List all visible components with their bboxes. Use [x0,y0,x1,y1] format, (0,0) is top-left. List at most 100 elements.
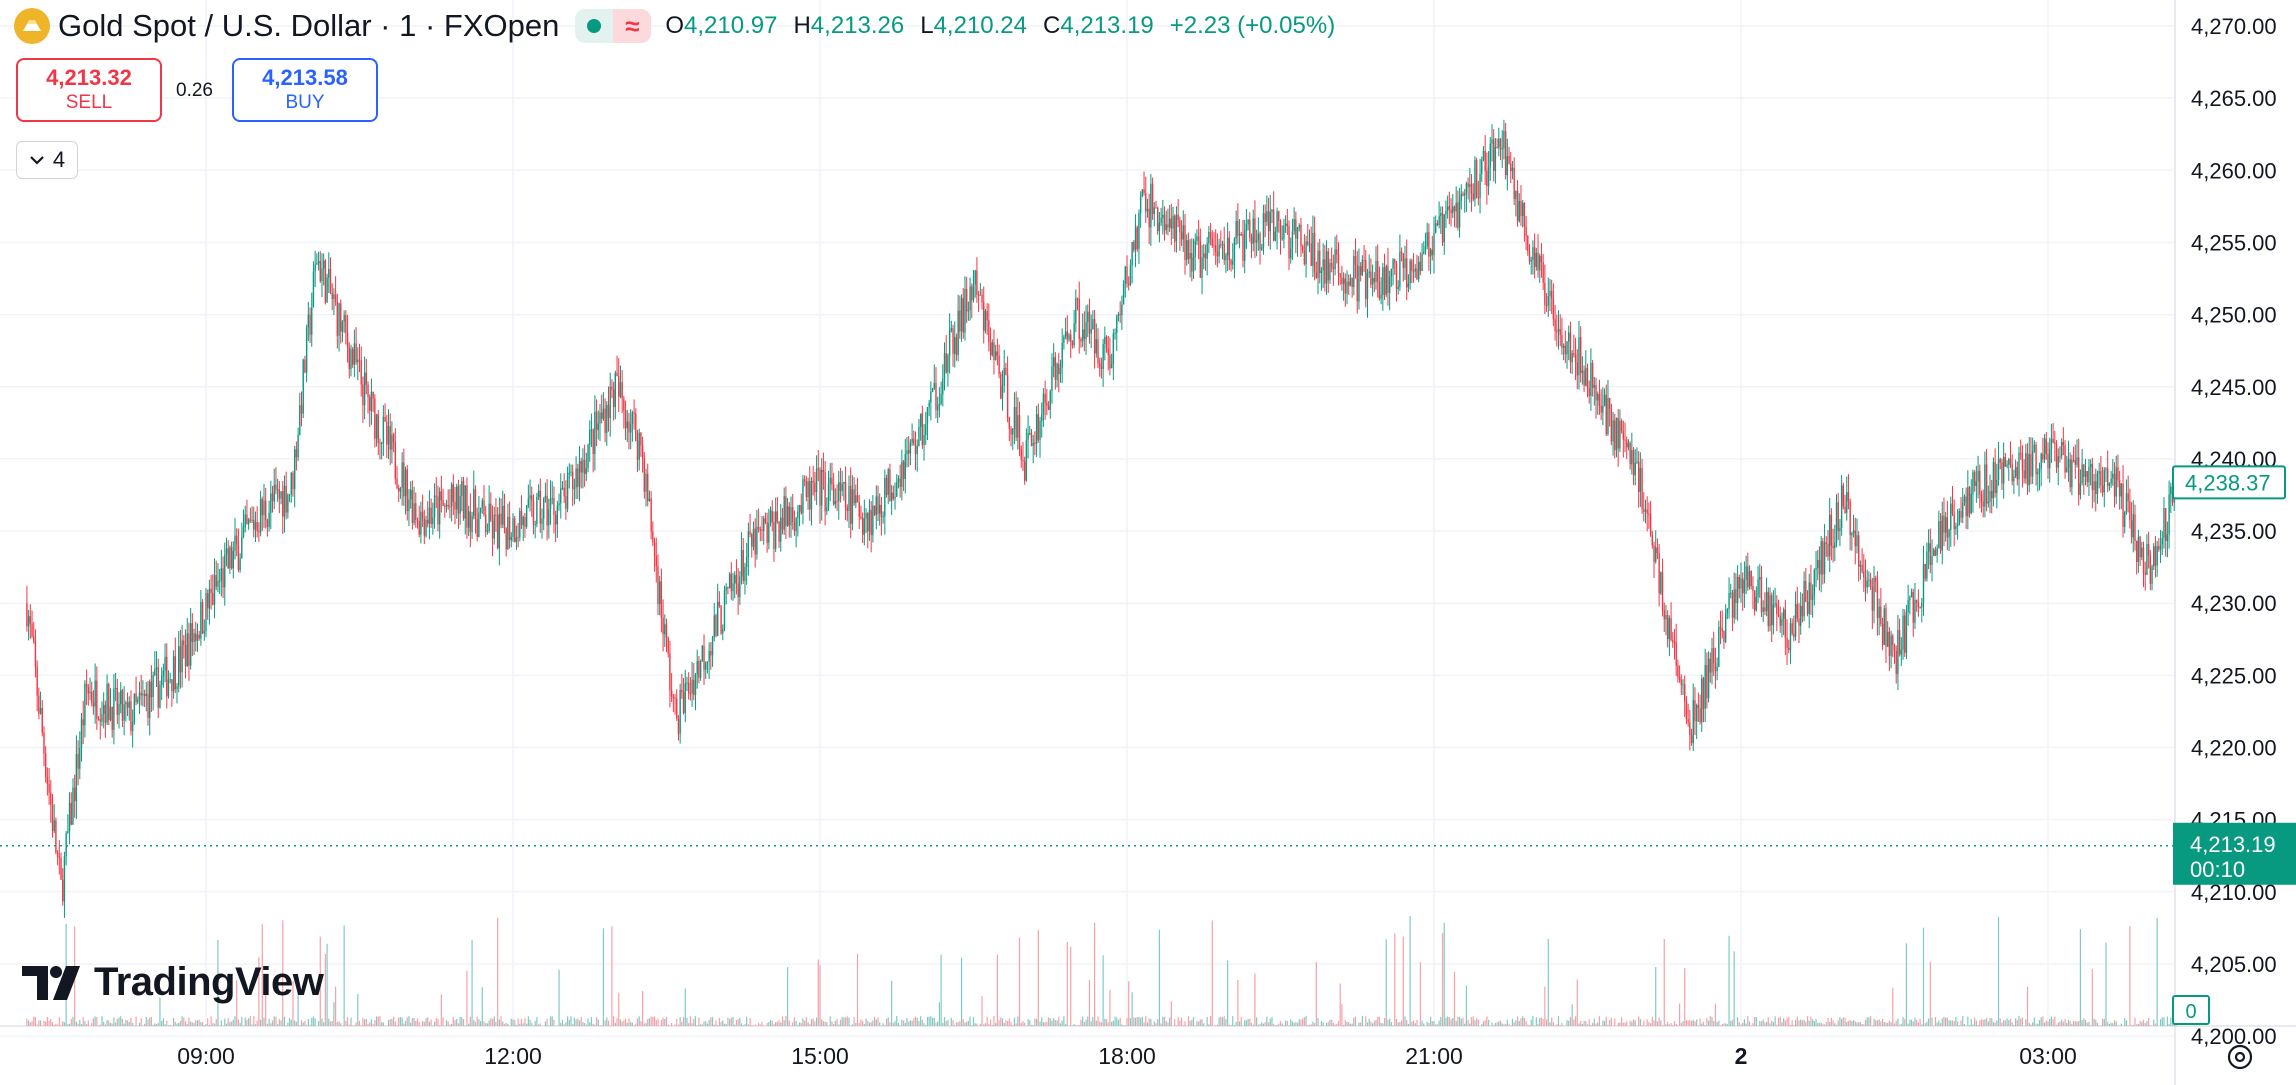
volume-bar [58,1016,60,1026]
candle-body [1249,219,1251,238]
candle-body [113,688,115,730]
volume-bar [856,953,859,1026]
volume-bar [2136,1024,2138,1026]
candle-body [362,384,364,406]
volume-bar [2038,1020,2041,1026]
candle-body [1411,260,1413,271]
volume-bar [1779,1016,1781,1026]
buy-button[interactable]: 4,213.58 BUY [232,58,378,122]
candle-body [2120,483,2123,497]
volume-bar [2154,1023,2157,1026]
volume-bar [353,1025,355,1026]
candle-body [1419,261,1422,271]
candle-body [991,342,993,356]
volume-bar [34,1016,37,1026]
candle-body [1670,618,1672,641]
candle-body [1793,633,1795,637]
candle-body [304,359,306,373]
gear-icon[interactable] [2227,1044,2253,1070]
volume-bar [285,1025,287,1026]
volume-bar [213,1023,216,1026]
candle-body [580,461,582,473]
candle-body [60,857,62,880]
candle-body [652,531,654,543]
volume-bar [1806,1016,1809,1026]
candle-body [355,343,357,363]
candle-body [1078,298,1080,340]
volume-tag[interactable] [2172,995,2210,1025]
candle-body [1573,353,1575,355]
countdown-label: 00:10 [2190,857,2245,882]
gold-icon[interactable] [14,8,50,44]
sell-button[interactable]: 4,213.32 SELL [16,58,162,122]
volume-bar [1955,1016,1957,1026]
candle-body [1044,393,1046,403]
volume-bar [1847,1020,1850,1026]
volume-bar [183,1017,185,1026]
candle-body [1863,571,1865,578]
volume-bar [70,1018,72,1026]
volume-bar [445,1020,448,1026]
candle-body [1590,363,1592,396]
volume-bar [1648,1022,1650,1026]
market-status-pill[interactable]: ≈ [575,9,652,43]
candle-body [1406,258,1408,288]
volume-bar [1044,1021,1046,1026]
candle-body [1525,226,1527,236]
volume-bar [879,1022,881,1026]
candle-body [319,261,321,282]
volume-bar [2095,1019,2097,1026]
volume-bar [1397,1022,1399,1026]
candle-body [1092,319,1094,329]
candle-body [1146,208,1149,212]
volume-bar [205,1023,207,1026]
candle-body [1254,218,1256,243]
candle-body [357,359,359,363]
candle-body [1450,209,1452,214]
volume-bar [1542,1019,1544,1026]
volume-bar [476,1016,478,1026]
candle-body [1247,219,1249,225]
indicators-toggle-button[interactable]: 4 [16,141,78,179]
candle-body [1238,234,1241,236]
y-tick-label: 4,245.00 [2191,375,2277,400]
candle-body [456,486,458,510]
candle-body [1209,231,1212,239]
volume-bar [266,1023,268,1026]
volume-bar [1394,933,1396,1026]
volume-bar [831,1021,833,1026]
candle-body [1359,266,1362,275]
volume-bar [717,1025,719,1026]
candle-body [1951,503,1954,514]
volume-bar [1288,1024,1290,1026]
candle-body [969,286,971,311]
tradingview-logo[interactable]: TradingView [22,960,324,1005]
last-value-tag[interactable] [2172,465,2286,500]
current-price-tag[interactable] [2173,822,2296,885]
candle-body [1337,254,1340,274]
volume-bar [751,1024,753,1026]
volume-bar [573,1017,575,1026]
candle-body [1938,521,1940,549]
candle-body [326,277,328,303]
candle-body [307,314,310,328]
volume-bar [1842,1017,1844,1026]
symbol-title[interactable]: Gold Spot / U.S. Dollar · 1 · FXOpen [58,8,560,43]
candle-body [44,753,47,778]
volume-bar [1685,1020,1688,1026]
candle-body [1336,249,1338,255]
volume-bar [1921,1024,1923,1026]
candle-body [2093,481,2095,491]
candle-body [1388,276,1391,293]
candle-body [457,486,460,514]
volume-bar [1382,1023,1384,1026]
volume-bar [1624,1022,1626,1026]
volume-bar [974,1023,976,1026]
candle-body [1148,208,1150,228]
volume-bar [1834,1023,1836,1026]
volume-bar [1170,1001,1172,1026]
candle-body [577,468,579,487]
volume-bar [372,1024,374,1026]
volume-bar [1511,1018,1514,1026]
